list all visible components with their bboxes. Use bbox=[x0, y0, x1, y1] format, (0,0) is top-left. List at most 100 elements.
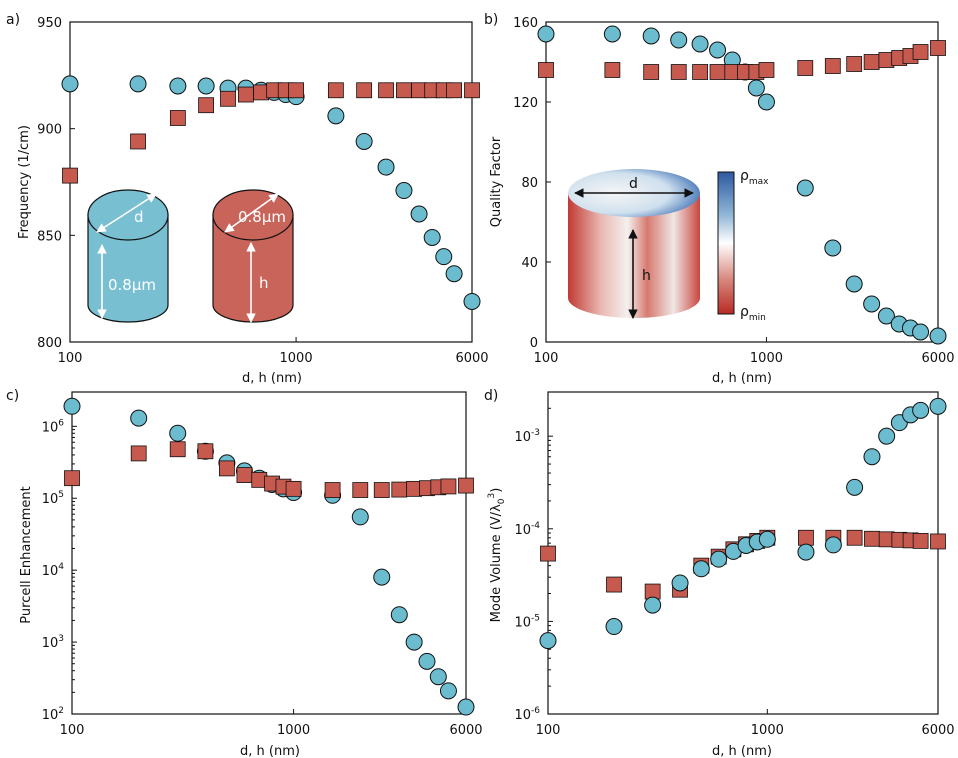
circle-data-point bbox=[642, 27, 660, 45]
circle-data-point bbox=[537, 25, 555, 43]
circle-data-point bbox=[435, 248, 453, 266]
circle-data-point bbox=[429, 668, 447, 686]
y-axis-label-b: Quality Factor bbox=[489, 136, 504, 227]
square-data-point bbox=[464, 82, 480, 99]
ticks-a: 100 1000 6000 800 850 900 950 bbox=[37, 16, 488, 366]
circle-data-point bbox=[929, 327, 947, 345]
y-tick-label: 900 bbox=[37, 123, 62, 138]
marks-a bbox=[61, 75, 481, 310]
square-data-point bbox=[709, 64, 726, 80]
square-data-point bbox=[446, 82, 462, 99]
inset-label-size-2: 0.8µm bbox=[238, 208, 286, 226]
circle-data-point bbox=[846, 478, 864, 496]
y-tick-label: 120 bbox=[513, 96, 538, 111]
colorbar bbox=[717, 171, 735, 315]
square-data-point bbox=[864, 530, 880, 547]
x-tick-label: 6000 bbox=[921, 351, 954, 366]
y-axis-label-a: Frequency (1/cm) bbox=[17, 125, 32, 239]
y-tick-label: 850 bbox=[37, 229, 62, 244]
square-data-point bbox=[798, 529, 814, 546]
circle-data-point bbox=[796, 179, 814, 197]
ticks-c: 100 1000 6000 102 103 104 105 106 bbox=[42, 404, 483, 738]
circle-data-point bbox=[644, 596, 662, 614]
square-data-point bbox=[540, 545, 556, 562]
circle-data-point bbox=[539, 632, 557, 650]
square-data-point bbox=[169, 110, 186, 126]
square-data-point bbox=[324, 482, 341, 498]
square-data-point bbox=[130, 133, 146, 150]
colorbar-rho-max: ρmax bbox=[740, 168, 769, 187]
square-data-point bbox=[930, 40, 946, 56]
y-tick-label: 800 bbox=[37, 336, 62, 351]
square-data-point bbox=[352, 482, 369, 498]
square-data-point bbox=[670, 64, 687, 80]
panel-letter-c: c) bbox=[6, 388, 19, 404]
square-data-point bbox=[912, 532, 929, 549]
x-axis-label-d: d, h (nm) bbox=[712, 744, 772, 758]
square-data-point bbox=[130, 445, 147, 462]
x-tick-label: 1000 bbox=[750, 351, 783, 366]
y-tick-label: 103 bbox=[42, 634, 64, 651]
y-tick-label: 0 bbox=[530, 336, 538, 351]
square-data-point bbox=[378, 82, 394, 99]
inset-label-d: d bbox=[134, 208, 144, 226]
y-tick-label: 106 bbox=[42, 418, 65, 435]
circle-data-point bbox=[63, 397, 81, 415]
square-data-point bbox=[797, 60, 814, 76]
cylinder-diameter-inset: d 0.8µm bbox=[87, 189, 169, 323]
y-tick-label: 10-4 bbox=[514, 521, 540, 538]
square-data-point bbox=[238, 86, 254, 103]
square-data-point bbox=[846, 56, 863, 72]
circle-data-point bbox=[929, 397, 947, 415]
square-data-point bbox=[356, 82, 373, 99]
circle-data-point bbox=[671, 574, 689, 592]
circle-data-point bbox=[169, 77, 187, 95]
x-tick-label: 1000 bbox=[277, 723, 310, 738]
x-tick-label: 6000 bbox=[921, 723, 954, 738]
circle-data-point bbox=[824, 239, 842, 257]
circle-data-point bbox=[129, 75, 147, 93]
circle-data-point bbox=[355, 132, 373, 150]
square-data-point bbox=[64, 470, 80, 487]
y-tick-label: 104 bbox=[42, 562, 65, 579]
panel-letter-a: a) bbox=[6, 12, 20, 28]
y-tick-label: 102 bbox=[42, 706, 64, 723]
x-tick-label: 1000 bbox=[751, 723, 784, 738]
circle-data-point bbox=[692, 560, 710, 578]
circle-data-point bbox=[877, 307, 895, 325]
square-data-point bbox=[692, 64, 708, 80]
circle-data-point bbox=[351, 508, 369, 526]
circle-data-point bbox=[61, 75, 79, 93]
square-data-point bbox=[643, 64, 660, 80]
x-tick-label: 1000 bbox=[280, 351, 313, 366]
square-data-point bbox=[440, 478, 457, 495]
x-axis-label-a: d, h (nm) bbox=[242, 371, 302, 386]
square-data-point bbox=[391, 481, 408, 498]
inset-label-size-1: 0.8µm bbox=[108, 276, 156, 294]
x-tick-label: 6000 bbox=[449, 723, 482, 738]
circle-data-point bbox=[410, 205, 428, 223]
panel-b: b) 100 1000 6000 0 40 80 120 160 d, h (nm) Qual… bbox=[484, 12, 955, 386]
y-tick-label: 10-3 bbox=[514, 428, 540, 445]
x-tick-label: 100 bbox=[60, 723, 85, 738]
y-axis-label-c: Purcell Enhancement bbox=[19, 486, 34, 623]
circle-data-point bbox=[863, 448, 881, 466]
x-tick-label: 100 bbox=[58, 351, 83, 366]
square-data-point bbox=[327, 82, 344, 99]
panel-d: d) 100 1000 6000 10-6 10-5 10-4 10-3 d, h (nm)… bbox=[484, 388, 955, 758]
y-tick-label: 105 bbox=[42, 490, 64, 507]
circle-data-point bbox=[405, 633, 423, 651]
circle-data-point bbox=[603, 25, 621, 43]
circle-data-point bbox=[373, 568, 391, 586]
marks-c bbox=[63, 397, 475, 716]
circle-data-point bbox=[670, 31, 688, 49]
x-axis-label-b: d, h (nm) bbox=[712, 371, 772, 386]
circle-data-point bbox=[463, 292, 481, 310]
circle-data-point bbox=[863, 295, 881, 313]
y-tick-label: 10-5 bbox=[514, 613, 540, 630]
circle-data-point bbox=[912, 401, 930, 419]
square-data-point bbox=[373, 482, 390, 498]
square-data-point bbox=[62, 167, 78, 184]
square-data-point bbox=[758, 62, 775, 78]
y-tick-label: 40 bbox=[521, 256, 538, 271]
